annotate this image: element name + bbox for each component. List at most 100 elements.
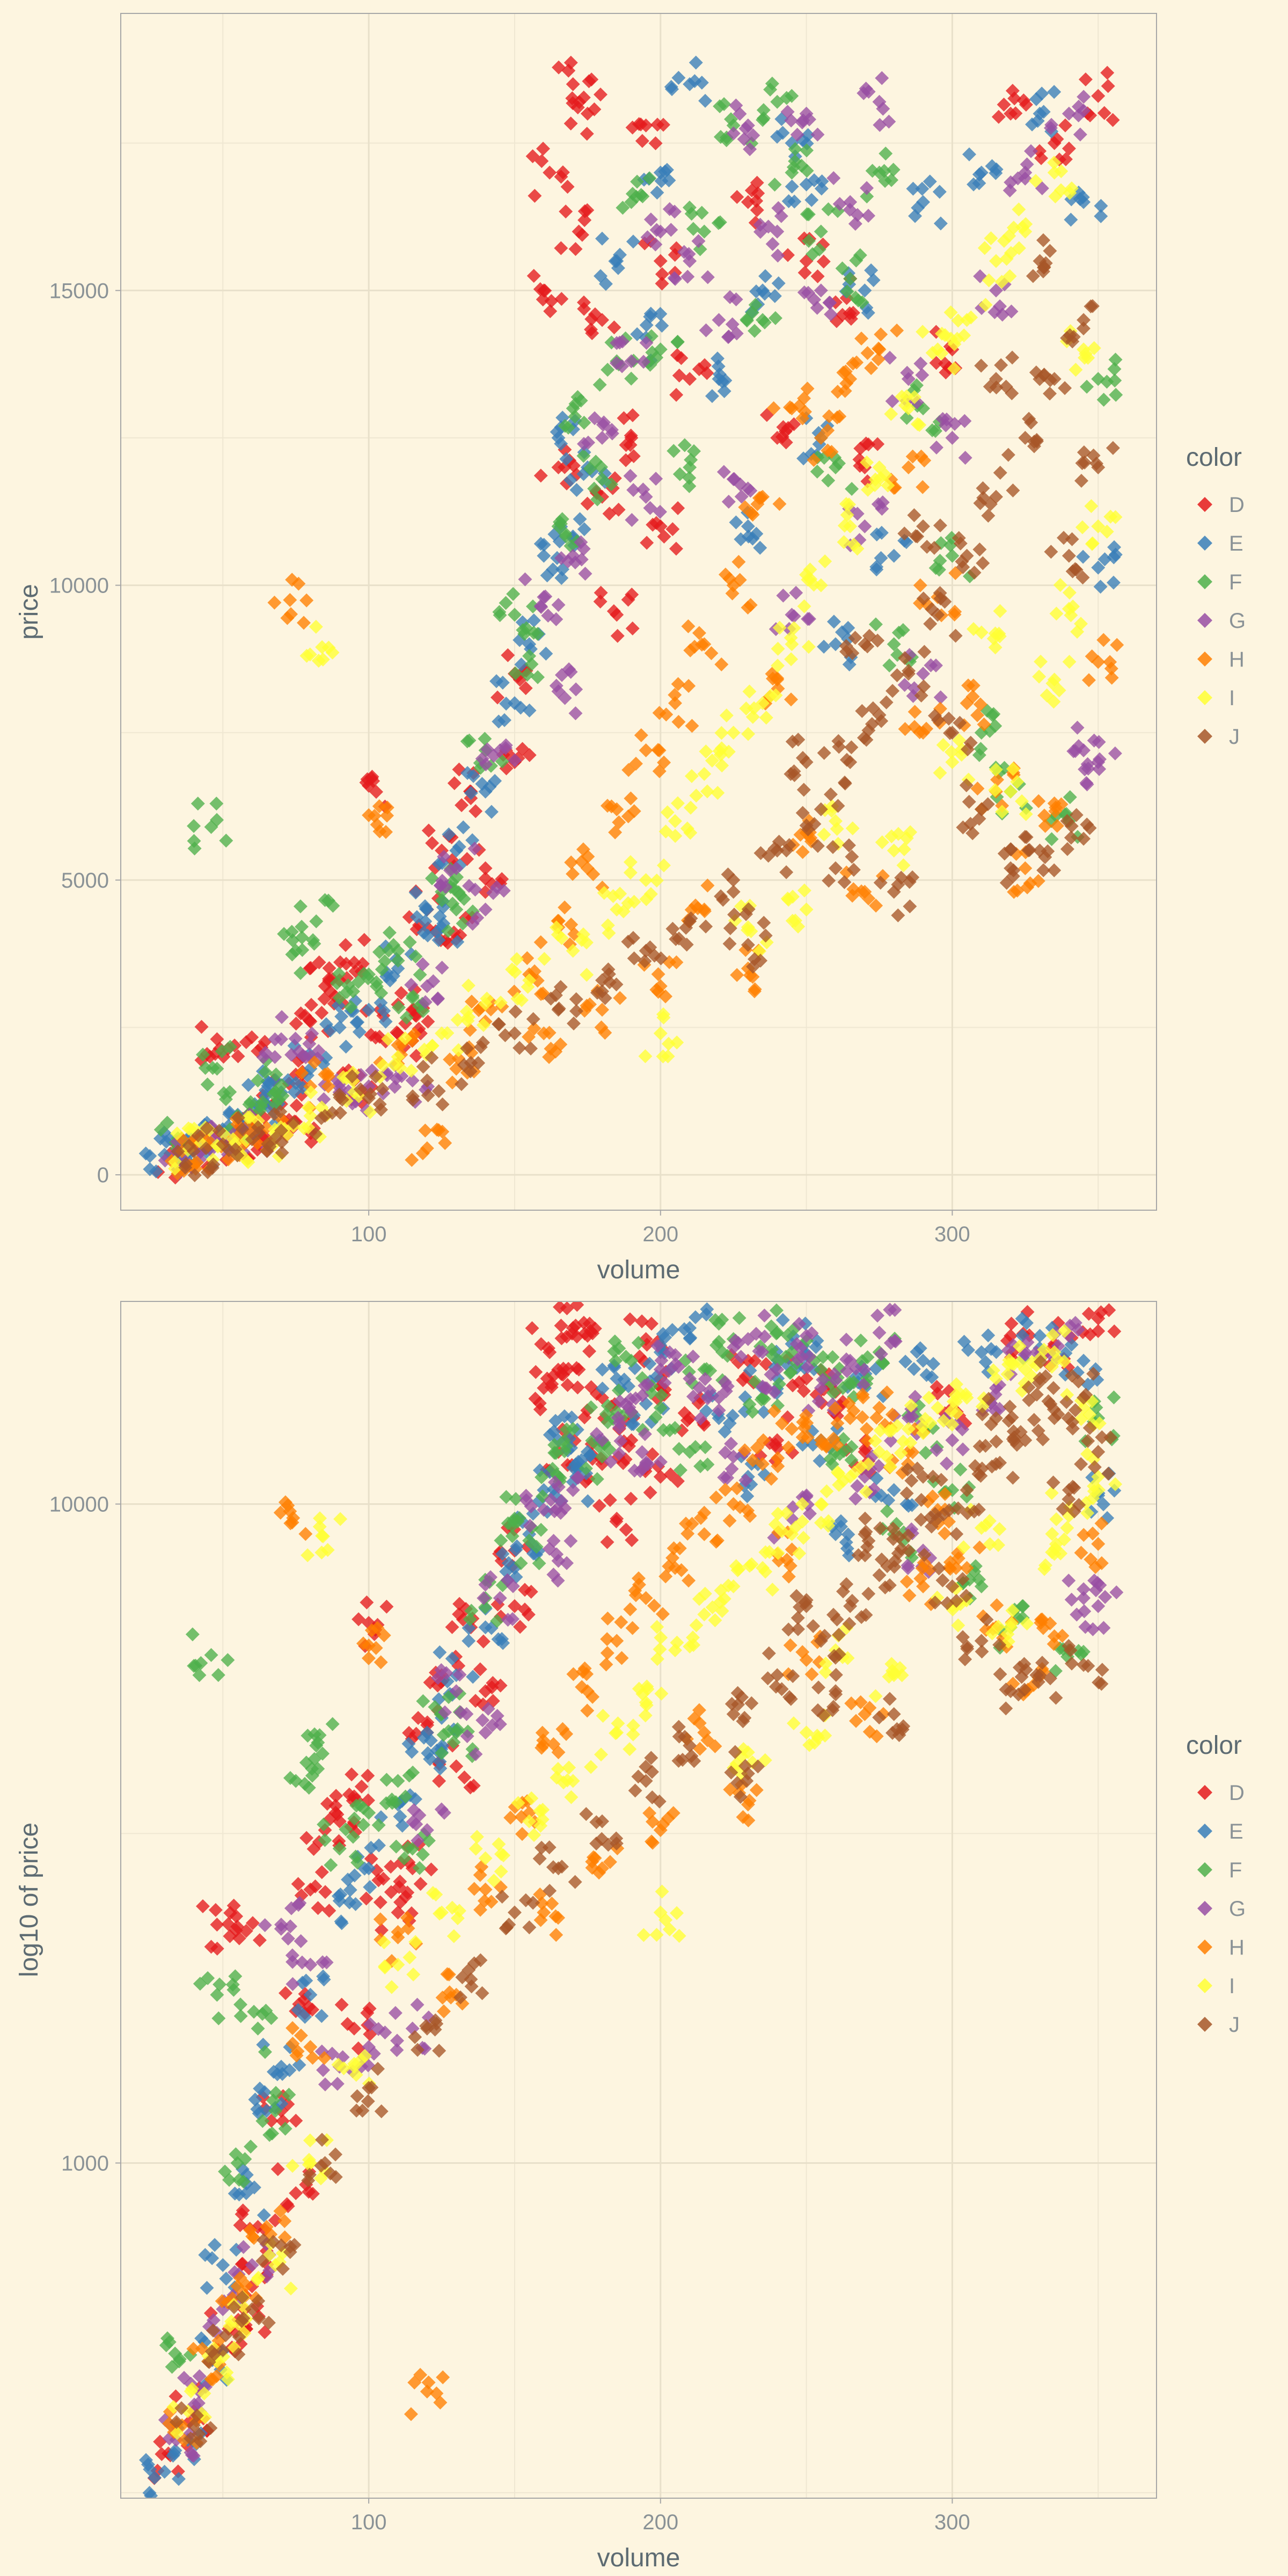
point-I-cloud — [653, 1642, 667, 1657]
point-D — [566, 77, 580, 91]
point-J-cloud — [1095, 1430, 1109, 1445]
point-F-cloud — [274, 1078, 289, 1093]
point-G-cloud — [657, 1375, 672, 1390]
point-J — [726, 1707, 741, 1721]
point-H-cloud — [576, 1664, 590, 1679]
point-E-cloud — [753, 540, 767, 555]
point-J-cloud — [857, 730, 871, 745]
point-D-cloud — [625, 621, 640, 635]
point-G-cloud — [638, 1427, 652, 1441]
point-I-cloud — [916, 325, 930, 339]
panel-border — [120, 13, 1157, 1211]
point-E-cloud — [248, 2092, 262, 2107]
legend-key-D — [1197, 497, 1212, 512]
point-D-cloud — [624, 428, 638, 443]
point-G-cloud — [1109, 1585, 1124, 1600]
point-J-cloud — [924, 1519, 939, 1534]
point-J-cloud — [1068, 1403, 1082, 1417]
point-D-cloud — [513, 1620, 528, 1634]
point-I-cloud — [311, 654, 326, 668]
point-E-cloud — [497, 713, 511, 727]
point-E-cloud — [348, 1897, 363, 1912]
point-J-cloud — [252, 1126, 266, 1140]
point-F-cloud — [788, 142, 802, 156]
point-G-cloud — [876, 101, 890, 116]
point-G-cloud — [294, 1934, 308, 1949]
point-G-cloud — [802, 612, 816, 626]
point-D-cloud — [322, 1904, 336, 1918]
point-E-cloud — [317, 1972, 331, 1987]
point-J-cloud — [738, 1759, 752, 1773]
point-E-cloud — [445, 1651, 459, 1666]
point-G-cloud — [1073, 127, 1087, 142]
panel-1: 100 200 300050001000015000volumepricecolor… — [15, 13, 1246, 1284]
point-I-cloud — [1085, 537, 1099, 551]
point-J-cloud — [191, 1128, 206, 1143]
point-F-cloud — [529, 1540, 544, 1554]
point-I-cloud — [670, 1906, 684, 1920]
point-G-cloud — [668, 1357, 683, 1371]
point-D-cloud — [517, 1602, 532, 1617]
point-J-cloud — [411, 2043, 425, 2057]
point-F-cloud — [740, 312, 754, 327]
point-H-cloud — [284, 607, 298, 621]
legend-key-J — [1197, 729, 1212, 744]
point-G-cloud — [1077, 104, 1091, 118]
point-J-cloud — [621, 934, 635, 949]
point-I — [391, 1957, 405, 1972]
point-H — [283, 593, 297, 608]
point-J-cloud — [454, 1077, 469, 1092]
point-G-cloud — [802, 1349, 817, 1364]
point-H-cloud — [243, 2223, 258, 2237]
point-J-cloud — [936, 1507, 951, 1522]
point-G-cloud — [1093, 1578, 1107, 1592]
point-F-cloud — [318, 1833, 332, 1847]
point-E-cloud — [143, 1149, 157, 1163]
point-H-cloud — [830, 384, 845, 399]
point-E-cloud — [1094, 209, 1108, 223]
point-F-cloud — [686, 222, 700, 236]
point-G-cloud — [258, 1918, 272, 1933]
point-H-cloud — [296, 616, 311, 630]
point-I-cloud — [887, 1666, 902, 1680]
point-H-cloud — [666, 1806, 680, 1820]
point-H — [1018, 861, 1033, 875]
point-H-cloud — [535, 1896, 549, 1911]
point-G-cloud — [184, 2445, 198, 2460]
point-J-cloud — [886, 1521, 901, 1536]
point-J-cloud — [235, 2290, 250, 2304]
point-G-cloud — [418, 995, 433, 1009]
point-H-cloud — [775, 1416, 789, 1431]
point-J-cloud — [838, 777, 852, 791]
point-I-cloud — [873, 1423, 888, 1438]
point-J — [887, 1707, 901, 1721]
point-I-cloud — [1108, 1477, 1123, 1491]
point-H-cloud — [822, 409, 836, 423]
point-H-cloud — [830, 1416, 845, 1431]
point-I-cloud — [708, 1613, 722, 1628]
point-E-cloud — [785, 179, 799, 194]
point-D-cloud — [1062, 141, 1076, 156]
point-F-cloud — [415, 1847, 430, 1862]
point-G-cloud — [857, 1378, 871, 1392]
point-G-cloud — [1024, 144, 1038, 158]
point-G-cloud — [686, 1349, 700, 1364]
point-H-cloud — [966, 678, 980, 693]
point-E-cloud — [241, 1078, 255, 1092]
point-J-cloud — [251, 2294, 266, 2308]
point-D-cloud — [545, 1377, 559, 1392]
point-I-cloud — [551, 1762, 565, 1776]
point-F-cloud — [165, 2360, 179, 2374]
point-J-cloud — [1063, 1643, 1078, 1657]
point-G — [245, 2258, 259, 2272]
point-J-cloud — [1086, 1366, 1101, 1381]
point-E-cloud — [869, 560, 884, 574]
point-G-cloud — [802, 112, 816, 127]
legend-label-I: I — [1229, 1974, 1235, 1998]
point-F-cloud — [619, 1350, 633, 1364]
point-J-cloud — [1076, 321, 1091, 336]
point-I — [931, 1401, 945, 1415]
point-D — [210, 1918, 224, 1932]
point-J-cloud — [283, 2240, 297, 2254]
point-E-cloud — [595, 1381, 610, 1396]
